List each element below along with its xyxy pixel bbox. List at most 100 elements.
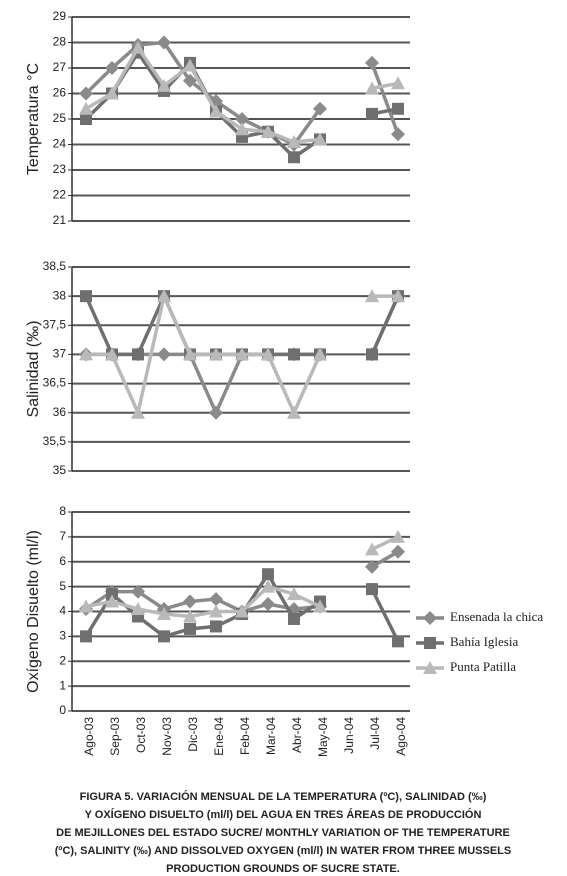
- x-tick-label: Feb-04: [238, 717, 252, 755]
- marker: [210, 620, 222, 633]
- caption-line: (ºC), SALINITY (‰) AND DISSOLVED OXYGEN …: [55, 845, 511, 857]
- y-tick-label: 23: [53, 162, 67, 176]
- y-tick-label: 27: [53, 60, 67, 74]
- marker: [106, 588, 118, 601]
- x-tick-label: Ene-04: [212, 717, 226, 756]
- marker: [313, 132, 327, 146]
- marker: [262, 568, 274, 581]
- marker: [105, 86, 119, 100]
- y-tick-label: 3: [59, 629, 66, 643]
- marker: [423, 661, 437, 674]
- caption-line: PRODUCTION GROUNDS OF SUCRE STATE.: [166, 863, 400, 875]
- y-tick-label: 36,5: [43, 376, 67, 390]
- marker: [423, 611, 437, 625]
- x-tick-label: Mar-04: [264, 717, 278, 755]
- x-tick-label: Oct-03: [134, 717, 148, 753]
- x-tick-label: Ago-03: [82, 717, 96, 756]
- marker: [391, 289, 405, 303]
- marker: [235, 347, 249, 361]
- marker: [365, 559, 379, 574]
- marker: [184, 622, 196, 635]
- marker: [183, 594, 197, 609]
- marker: [365, 81, 379, 95]
- marker: [391, 529, 405, 543]
- y-tick-label: 24: [53, 137, 67, 151]
- y-tick-label: 0: [59, 703, 66, 717]
- y-axis-title: Oxígeno Disuelto (ml/l): [25, 530, 42, 693]
- y-tick-label: 38: [53, 288, 67, 302]
- marker: [157, 289, 171, 303]
- marker: [424, 637, 436, 649]
- marker: [183, 347, 197, 361]
- series-line: [86, 290, 398, 419]
- marker: [313, 599, 327, 613]
- marker: [209, 347, 223, 361]
- y-tick-label: 8: [59, 504, 66, 518]
- y-tick-label: 28: [53, 35, 67, 49]
- y-tick-label: 37,5: [43, 317, 67, 331]
- marker: [261, 347, 275, 361]
- marker: [105, 347, 119, 361]
- marker: [366, 348, 378, 361]
- marker: [209, 405, 223, 420]
- marker: [157, 35, 171, 50]
- marker: [392, 102, 404, 115]
- marker: [79, 101, 93, 115]
- marker: [235, 112, 249, 126]
- y-tick-label: 7: [59, 529, 66, 543]
- marker: [79, 86, 93, 101]
- marker: [131, 40, 145, 54]
- y-tick-label: 21: [53, 213, 67, 227]
- marker: [79, 599, 93, 613]
- marker: [80, 290, 92, 303]
- y-tick-label: 5: [59, 579, 66, 593]
- marker: [131, 602, 145, 616]
- marker: [288, 612, 300, 625]
- marker: [313, 101, 327, 116]
- x-tick-label: Jul-04: [368, 717, 382, 750]
- y-tick-label: 29: [53, 9, 67, 23]
- marker: [288, 348, 300, 361]
- legend-label: Punta Patilla: [450, 659, 516, 674]
- marker: [157, 78, 171, 92]
- caption-line: DE MEJILLONES DEL ESTADO SUCRE/ MONTHLY …: [56, 827, 510, 839]
- marker: [261, 579, 275, 593]
- marker: [391, 76, 405, 90]
- marker: [209, 592, 223, 607]
- y-tick-label: 38,5: [43, 259, 67, 273]
- y-tick-label: 26: [53, 86, 67, 100]
- marker: [365, 289, 379, 303]
- marker: [105, 61, 119, 75]
- y-tick-label: 2: [59, 653, 66, 667]
- marker: [158, 630, 170, 643]
- x-tick-label: May-04: [316, 717, 330, 757]
- y-tick-label: 4: [59, 604, 66, 618]
- caption-line: FIGURA 5. VARIACIÓN MENSUAL DE LA TEMPER…: [80, 790, 487, 803]
- marker: [183, 609, 197, 623]
- marker: [209, 104, 223, 118]
- marker: [287, 587, 301, 601]
- x-tick-label: Abr-04: [290, 717, 304, 753]
- y-tick-label: 36: [53, 405, 67, 419]
- marker: [235, 604, 249, 618]
- y-tick-label: 35,5: [43, 434, 67, 448]
- marker: [287, 134, 301, 148]
- marker: [157, 347, 171, 362]
- marker: [365, 542, 379, 556]
- marker: [105, 594, 119, 608]
- marker: [131, 584, 145, 599]
- x-tick-label: Jun-04: [342, 717, 356, 754]
- marker: [183, 58, 197, 72]
- marker: [183, 73, 197, 88]
- marker: [80, 630, 92, 643]
- marker: [209, 604, 223, 618]
- marker: [132, 348, 144, 361]
- series-line: [85, 44, 399, 144]
- marker: [287, 405, 301, 419]
- x-tick-label: Nov-03: [160, 717, 174, 756]
- y-tick-label: 25: [53, 111, 67, 125]
- marker: [366, 583, 378, 596]
- marker: [131, 405, 145, 419]
- marker: [261, 124, 275, 138]
